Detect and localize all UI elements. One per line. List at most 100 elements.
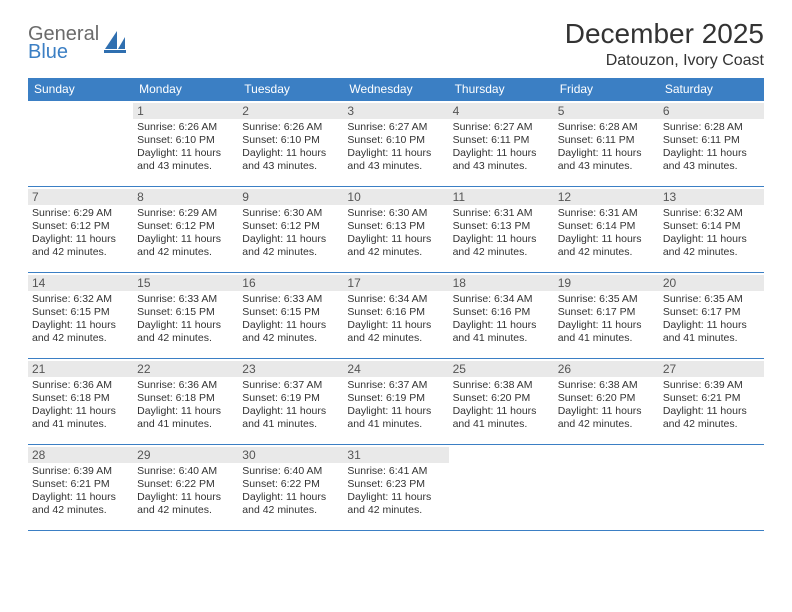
sunset-line: Sunset: 6:20 PM — [558, 392, 655, 405]
sunrise-line: Sunrise: 6:28 AM — [558, 121, 655, 134]
weekday-header: Saturday — [659, 78, 764, 100]
calendar-cell-empty — [659, 444, 764, 530]
sunrise-line: Sunrise: 6:33 AM — [137, 293, 234, 306]
sunrise-line: Sunrise: 6:29 AM — [137, 207, 234, 220]
calendar-cell: 24Sunrise: 6:37 AMSunset: 6:19 PMDayligh… — [343, 358, 448, 444]
calendar-row: 14Sunrise: 6:32 AMSunset: 6:15 PMDayligh… — [28, 272, 764, 358]
calendar-cell: 8Sunrise: 6:29 AMSunset: 6:12 PMDaylight… — [133, 186, 238, 272]
sunrise-line: Sunrise: 6:31 AM — [558, 207, 655, 220]
sunrise-line: Sunrise: 6:32 AM — [32, 293, 129, 306]
weekday-header: Monday — [133, 78, 238, 100]
sunrise-line: Sunrise: 6:28 AM — [663, 121, 760, 134]
daylight-line: Daylight: 11 hours and 43 minutes. — [347, 147, 444, 173]
sunrise-line: Sunrise: 6:26 AM — [137, 121, 234, 134]
calendar-cell: 2Sunrise: 6:26 AMSunset: 6:10 PMDaylight… — [238, 100, 343, 186]
calendar-cell: 31Sunrise: 6:41 AMSunset: 6:23 PMDayligh… — [343, 444, 448, 530]
daylight-line: Daylight: 11 hours and 42 minutes. — [137, 319, 234, 345]
calendar-row: 1Sunrise: 6:26 AMSunset: 6:10 PMDaylight… — [28, 100, 764, 186]
day-number: 23 — [238, 361, 343, 377]
daylight-line: Daylight: 11 hours and 42 minutes. — [558, 233, 655, 259]
daylight-line: Daylight: 11 hours and 42 minutes. — [558, 405, 655, 431]
sunset-line: Sunset: 6:11 PM — [453, 134, 550, 147]
calendar-cell: 18Sunrise: 6:34 AMSunset: 6:16 PMDayligh… — [449, 272, 554, 358]
sunrise-line: Sunrise: 6:40 AM — [242, 465, 339, 478]
day-number: 10 — [343, 189, 448, 205]
sunset-line: Sunset: 6:12 PM — [32, 220, 129, 233]
day-number: 26 — [554, 361, 659, 377]
calendar-cell: 12 Sunrise: 6:31 AMSunset: 6:14 PMDayligh… — [554, 186, 659, 272]
day-number: 19 — [554, 275, 659, 291]
day-number: 5 — [554, 103, 659, 119]
day-number: 31 — [343, 447, 448, 463]
calendar-cell: 13Sunrise: 6:32 AMSunset: 6:14 PMDayligh… — [659, 186, 764, 272]
calendar-cell-empty — [554, 444, 659, 530]
calendar-cell: 4Sunrise: 6:27 AMSunset: 6:11 PMDaylight… — [449, 100, 554, 186]
header: General Blue December 2025 Datouzon, Ivo… — [28, 18, 764, 70]
calendar-cell: 22Sunrise: 6:36 AMSunset: 6:18 PMDayligh… — [133, 358, 238, 444]
sunset-line: Sunset: 6:16 PM — [347, 306, 444, 319]
sunset-line: Sunset: 6:18 PM — [137, 392, 234, 405]
daylight-line: Daylight: 11 hours and 42 minutes. — [347, 233, 444, 259]
sunrise-line: Sunrise: 6:36 AM — [137, 379, 234, 392]
logo-blue-text: Blue — [28, 42, 99, 62]
weekday-header: Tuesday — [238, 78, 343, 100]
calendar-cell: 1Sunrise: 6:26 AMSunset: 6:10 PMDaylight… — [133, 100, 238, 186]
weekday-header: Friday — [554, 78, 659, 100]
sunset-line: Sunset: 6:10 PM — [347, 134, 444, 147]
sunset-line: Sunset: 6:14 PM — [558, 220, 655, 233]
sunrise-line: Sunrise: 6:30 AM — [242, 207, 339, 220]
calendar-cell: 14Sunrise: 6:32 AMSunset: 6:15 PMDayligh… — [28, 272, 133, 358]
bottom-rule — [28, 530, 764, 531]
calendar-cell: 25Sunrise: 6:38 AMSunset: 6:20 PMDayligh… — [449, 358, 554, 444]
sunrise-line: Sunrise: 6:39 AM — [663, 379, 760, 392]
sunset-line: Sunset: 6:11 PM — [558, 134, 655, 147]
sunset-line: Sunset: 6:18 PM — [32, 392, 129, 405]
sunrise-line: Sunrise: 6:35 AM — [558, 293, 655, 306]
month-title: December 2025 — [565, 18, 764, 50]
day-number: 12 — [554, 189, 659, 205]
daylight-line: Daylight: 11 hours and 41 minutes. — [663, 319, 760, 345]
title-block: December 2025 Datouzon, Ivory Coast — [565, 18, 764, 70]
day-number: 1 — [133, 103, 238, 119]
sunset-line: Sunset: 6:21 PM — [663, 392, 760, 405]
logo-text: General Blue — [28, 24, 99, 62]
calendar-cell: 19Sunrise: 6:35 AMSunset: 6:17 PMDayligh… — [554, 272, 659, 358]
sunset-line: Sunset: 6:16 PM — [453, 306, 550, 319]
sunset-line: Sunset: 6:12 PM — [137, 220, 234, 233]
daylight-line: Daylight: 11 hours and 42 minutes. — [347, 491, 444, 517]
sunrise-line: Sunrise: 6:33 AM — [242, 293, 339, 306]
day-number: 4 — [449, 103, 554, 119]
sunrise-line: Sunrise: 6:39 AM — [32, 465, 129, 478]
sunset-line: Sunset: 6:12 PM — [242, 220, 339, 233]
day-number: 6 — [659, 103, 764, 119]
sunrise-line: Sunrise: 6:27 AM — [453, 121, 550, 134]
day-number: 20 — [659, 275, 764, 291]
day-number: 25 — [449, 361, 554, 377]
daylight-line: Daylight: 11 hours and 42 minutes. — [242, 319, 339, 345]
day-number: 15 — [133, 275, 238, 291]
daylight-line: Daylight: 11 hours and 41 minutes. — [32, 405, 129, 431]
sunrise-line: Sunrise: 6:38 AM — [558, 379, 655, 392]
daylight-line: Daylight: 11 hours and 42 minutes. — [453, 233, 550, 259]
day-number: 29 — [133, 447, 238, 463]
sunset-line: Sunset: 6:21 PM — [32, 478, 129, 491]
sunrise-line: Sunrise: 6:40 AM — [137, 465, 234, 478]
day-number: 16 — [238, 275, 343, 291]
calendar-row: 28Sunrise: 6:39 AMSunset: 6:21 PMDayligh… — [28, 444, 764, 530]
daylight-line: Daylight: 11 hours and 42 minutes. — [347, 319, 444, 345]
day-number: 22 — [133, 361, 238, 377]
sunrise-line: Sunrise: 6:37 AM — [347, 379, 444, 392]
location-label: Datouzon, Ivory Coast — [565, 52, 764, 70]
daylight-line: Daylight: 11 hours and 42 minutes. — [32, 319, 129, 345]
daylight-line: Daylight: 11 hours and 41 minutes. — [558, 319, 655, 345]
calendar-cell-empty — [449, 444, 554, 530]
daylight-line: Daylight: 11 hours and 42 minutes. — [32, 233, 129, 259]
calendar-cell: 21Sunrise: 6:36 AMSunset: 6:18 PMDayligh… — [28, 358, 133, 444]
day-number: 21 — [28, 361, 133, 377]
sunrise-line: Sunrise: 6:29 AM — [32, 207, 129, 220]
calendar-cell: 15Sunrise: 6:33 AMSunset: 6:15 PMDayligh… — [133, 272, 238, 358]
calendar-page: General Blue December 2025 Datouzon, Ivo… — [0, 0, 792, 541]
day-number: 27 — [659, 361, 764, 377]
daylight-line: Daylight: 11 hours and 43 minutes. — [663, 147, 760, 173]
sunset-line: Sunset: 6:19 PM — [347, 392, 444, 405]
